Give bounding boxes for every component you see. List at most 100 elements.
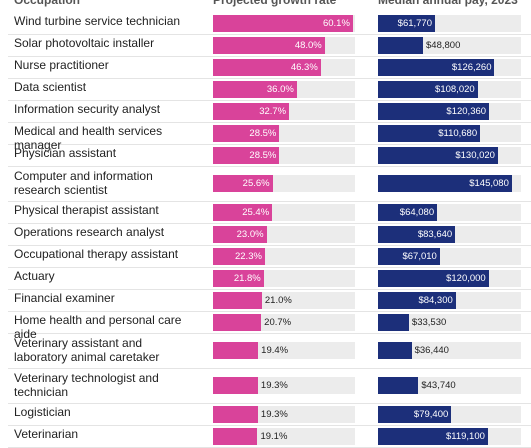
row: Information security analyst 32.7% $120,36… xyxy=(8,100,531,123)
value-label: 46.3% xyxy=(290,61,318,73)
bar xyxy=(213,405,258,423)
bar-track: $130,020 xyxy=(378,146,521,164)
row: Nurse practitioner 46.3% $126,260 xyxy=(8,56,531,79)
bar xyxy=(213,102,290,120)
column-header: Projected growth rate xyxy=(213,0,337,7)
value-label: $36,440 xyxy=(414,345,449,356)
occupation: Logistician xyxy=(14,405,71,419)
value-label: $84,300 xyxy=(418,294,453,306)
bar-track: $119,100 xyxy=(378,427,521,445)
bar-track: $33,530 xyxy=(378,313,521,331)
value-label: 21.0% xyxy=(264,294,292,306)
occupation: Actuary xyxy=(14,269,55,283)
bar xyxy=(213,36,325,54)
bar xyxy=(378,225,456,243)
bar-track: $108,020 xyxy=(378,80,521,98)
row: Solar photovoltaic installer 48.0% $48,800 xyxy=(8,34,531,57)
value-label: 25.6% xyxy=(242,178,270,189)
bar-track: $48,800 xyxy=(378,36,521,54)
bar xyxy=(378,313,409,331)
bar xyxy=(213,146,280,164)
bar-track: 21.8% xyxy=(213,269,355,287)
bar-track: $61,770 xyxy=(378,14,521,32)
bar-track: $67,010 xyxy=(378,247,521,265)
occupation: Physical therapist assistant xyxy=(14,203,159,217)
bar xyxy=(213,58,321,76)
bar xyxy=(213,14,353,32)
occupation: Financial examiner xyxy=(14,291,115,305)
bar-track: $83,640 xyxy=(378,225,521,243)
value-label: $119,100 xyxy=(445,430,485,442)
bar-track: 20.7% xyxy=(213,313,355,331)
value-label: 19.3% xyxy=(260,380,288,391)
bar-track: $120,000 xyxy=(378,269,521,287)
bar-track: 23.0% xyxy=(213,225,355,243)
bar xyxy=(378,14,435,32)
bar-track: 19.4% xyxy=(213,342,355,359)
value-label: 28.5% xyxy=(249,127,277,139)
bar xyxy=(378,427,488,445)
bar xyxy=(378,342,412,359)
occupation: Nurse practitioner xyxy=(14,58,109,72)
row: Veterinary assistant and laboratory anim… xyxy=(8,333,531,369)
occupation: Veterinary assistant and laboratory anim… xyxy=(14,336,160,364)
bar xyxy=(378,102,490,120)
bar xyxy=(213,291,262,309)
bar xyxy=(213,80,297,98)
value-label: 32.7% xyxy=(259,105,287,117)
bar xyxy=(213,247,265,265)
value-label: 60.1% xyxy=(322,17,350,29)
row: Physician assistant 28.5% $130,020 xyxy=(8,144,531,167)
occupation: Operations research analyst xyxy=(14,225,165,239)
bar xyxy=(213,269,264,287)
occupation: Computer and information research scient… xyxy=(14,169,153,197)
bar xyxy=(378,269,489,287)
value-label: 36.0% xyxy=(266,83,294,95)
bar xyxy=(378,80,478,98)
row: Computer and information research scient… xyxy=(8,166,531,202)
bar xyxy=(213,313,262,331)
bar xyxy=(378,203,438,221)
value-label: 20.7% xyxy=(264,316,292,328)
value-label: $110,680 xyxy=(438,127,478,139)
value-label: $120,360 xyxy=(446,105,487,117)
bar xyxy=(378,247,440,265)
occupation: Wind turbine service technician xyxy=(14,14,181,28)
bar-track: 25.6% xyxy=(213,175,355,192)
bar xyxy=(213,342,259,359)
bar-track: $110,680 xyxy=(378,124,521,142)
bar-track: $120,360 xyxy=(378,102,521,120)
row: Data scientist 36.0% $108,020 xyxy=(8,78,531,101)
bar-track: 25.4% xyxy=(213,203,355,221)
value-label: 48.0% xyxy=(294,39,322,51)
bar xyxy=(378,291,456,309)
bar-track: 60.1% xyxy=(213,14,355,32)
value-label: $67,010 xyxy=(402,250,437,262)
value-label: $145,080 xyxy=(469,178,509,189)
bar-track: 36.0% xyxy=(213,80,355,98)
bar-track: $36,440 xyxy=(378,342,521,359)
occupation: Occupational therapy assistant xyxy=(14,247,179,261)
bar-track: 46.3% xyxy=(213,58,355,76)
value-label: $79,400 xyxy=(413,408,449,420)
value-label: $61,770 xyxy=(397,17,432,29)
value-label: 19.3% xyxy=(260,408,288,420)
column-header: Occupation xyxy=(14,0,81,7)
value-label: 19.1% xyxy=(260,430,288,442)
occupation: Data scientist xyxy=(14,80,87,94)
row: Logistician 19.3% $79,400 xyxy=(8,403,531,426)
bar xyxy=(213,175,273,192)
value-label: 23.0% xyxy=(236,228,264,240)
bar-track: 22.3% xyxy=(213,247,355,265)
bar xyxy=(378,146,498,164)
bar-track: 28.5% xyxy=(213,146,355,164)
value-label: $83,640 xyxy=(417,228,453,240)
row: Actuary 21.8% $120,000 xyxy=(8,267,531,290)
bar-track: 28.5% xyxy=(213,124,355,142)
value-label: $43,740 xyxy=(421,380,456,391)
row: Medical and health services manager 28.5%… xyxy=(8,122,531,152)
occupation: Medical and health services manager xyxy=(14,124,163,152)
bar xyxy=(213,203,273,221)
occupation: Solar photovoltaic installer xyxy=(14,36,155,50)
